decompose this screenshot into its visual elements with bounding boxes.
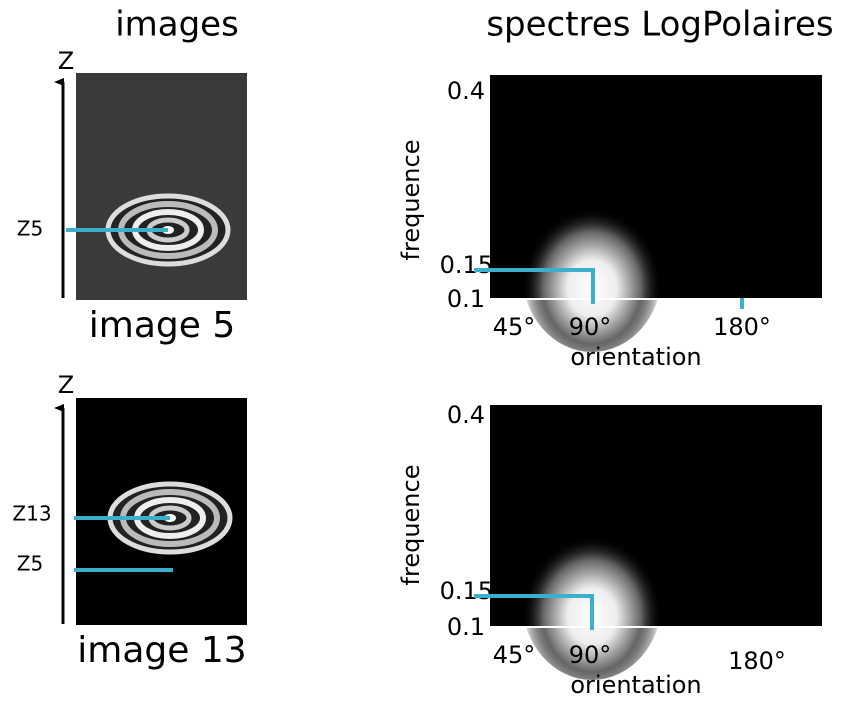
- y-tick-label: 0.1: [447, 613, 485, 641]
- x-tick-label: 90°: [569, 641, 612, 669]
- axis-label: Z: [58, 371, 74, 399]
- y-tick-label: 0.15: [440, 577, 493, 605]
- marker-label: Z5: [17, 217, 43, 241]
- x-tick-label: 180°: [713, 313, 771, 341]
- x-tick-label: 45°: [493, 641, 536, 669]
- caption: image 13: [77, 630, 246, 671]
- header: images: [115, 5, 239, 45]
- axis-label: Z: [58, 47, 74, 75]
- x-tick-label: 90°: [569, 313, 612, 341]
- y-axis-label: frequence: [397, 140, 425, 261]
- x-axis-label: orientation: [570, 671, 701, 699]
- y-tick-label: 0.4: [447, 401, 485, 429]
- y-axis-label: frequence: [397, 465, 425, 586]
- header: spectres LogPolaires: [486, 5, 833, 45]
- marker-label: Z5: [17, 552, 43, 576]
- x-tick-label: 180°: [728, 647, 786, 675]
- x-tick-label: 45°: [493, 313, 536, 341]
- figure: images spectres LogPolaires Z Z5 image 5…: [0, 0, 862, 702]
- marker-label: Z13: [12, 502, 51, 526]
- y-tick-label: 0.4: [447, 77, 485, 105]
- y-tick-label: 0.1: [447, 285, 485, 313]
- x-axis-label: orientation: [570, 343, 701, 371]
- caption: image 5: [89, 305, 235, 346]
- y-tick-label: 0.15: [440, 251, 493, 279]
